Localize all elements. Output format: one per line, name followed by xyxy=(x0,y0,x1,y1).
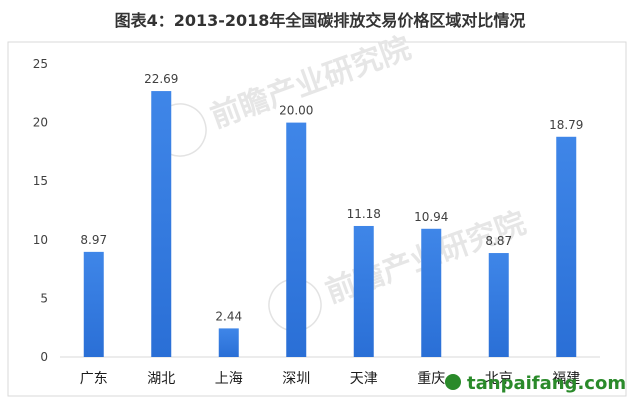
bar-重庆 xyxy=(421,228,442,357)
y-tick-label: 25 xyxy=(33,57,48,71)
bar-北京 xyxy=(488,253,509,357)
value-label: 10.94 xyxy=(414,210,448,224)
bar-上海 xyxy=(218,328,239,357)
bar-福建 xyxy=(556,136,577,357)
category-label: 天津 xyxy=(350,371,378,387)
bar-天津 xyxy=(353,225,374,357)
site-watermark: tanpaifang.com xyxy=(445,373,626,394)
y-tick-label: 0 xyxy=(40,350,48,364)
value-label: 2.44 xyxy=(215,309,242,323)
category-label: 上海 xyxy=(215,371,243,387)
leaf-icon xyxy=(445,374,461,390)
category-label: 重庆 xyxy=(417,371,445,387)
category-label: 深圳 xyxy=(282,371,310,387)
chart-panel xyxy=(7,41,627,397)
category-label: 福建 xyxy=(552,371,580,387)
y-tick-label: 5 xyxy=(40,291,48,305)
value-label: 18.79 xyxy=(549,118,583,132)
category-label: 湖北 xyxy=(147,371,175,387)
bar-series xyxy=(83,91,577,358)
value-label: 8.87 xyxy=(485,234,512,248)
bar-广东 xyxy=(83,251,104,357)
y-tick-label: 15 xyxy=(33,174,48,188)
bar-深圳 xyxy=(286,122,307,357)
chart-title: 图表4：2013-2018年全国碳排放交易价格区域对比情况 xyxy=(115,11,526,30)
y-tick-label: 20 xyxy=(33,116,48,130)
y-axis-tick-labels: 0 5 10 15 20 25 xyxy=(33,57,48,364)
x-axis-category-labels: 广东 湖北 上海 深圳 天津 重庆 北京 福建 xyxy=(80,371,581,387)
value-label: 11.18 xyxy=(347,207,381,221)
y-tick-label: 10 xyxy=(33,233,48,247)
value-label: 8.97 xyxy=(80,233,107,247)
value-label: 20.00 xyxy=(279,104,313,118)
bar-湖北 xyxy=(151,91,172,358)
site-watermark-text: tanpaifang.com xyxy=(467,373,626,394)
category-label: 北京 xyxy=(485,371,513,387)
category-label: 广东 xyxy=(80,371,108,387)
value-labels: 8.97 22.69 2.44 20.00 11.18 10.94 8.87 18.79 xyxy=(80,72,583,323)
value-label: 22.69 xyxy=(144,72,178,86)
